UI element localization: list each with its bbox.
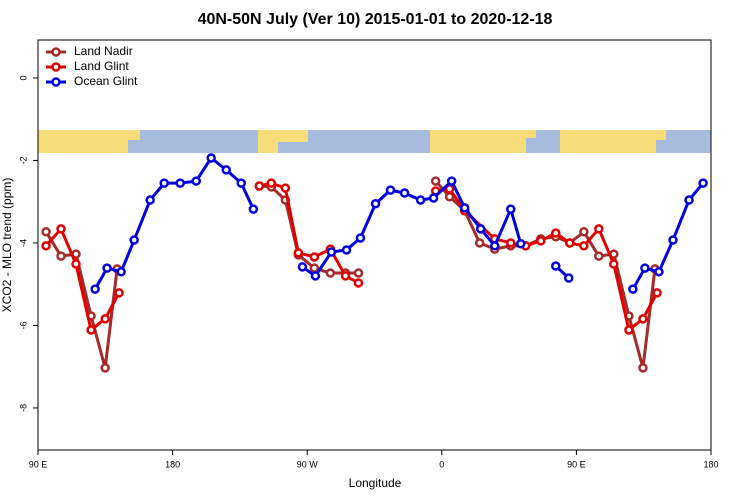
data-point [370, 199, 381, 209]
data-point [341, 245, 352, 255]
data-point [71, 259, 81, 269]
data-point [640, 263, 650, 273]
data-point [145, 195, 155, 205]
data-point [254, 181, 265, 191]
data-point [280, 183, 291, 193]
legend-label: Land Nadir [74, 44, 133, 58]
data-point [293, 248, 304, 258]
data-point [428, 193, 439, 203]
data-point [505, 238, 516, 248]
data-point [353, 268, 364, 278]
x-tick-label: 90 E [29, 459, 48, 469]
data-point [326, 247, 337, 257]
data-point [266, 178, 277, 188]
data-point [489, 241, 500, 251]
x-tick-label: 90 W [297, 459, 319, 469]
data-point [236, 178, 246, 188]
data-point [474, 238, 485, 248]
data-point [536, 236, 546, 246]
data-point [86, 325, 96, 335]
data-point [638, 363, 648, 373]
data-point [56, 251, 66, 261]
data-point [340, 271, 351, 281]
data-point [102, 263, 112, 273]
x-tick-label: 90 E [567, 459, 586, 469]
chart-title: 40N-50N July (Ver 10) 2015-01-01 to 2020… [198, 11, 553, 28]
data-point [325, 268, 336, 278]
data-point [516, 239, 526, 249]
data-point [684, 195, 694, 205]
data-point [446, 176, 457, 186]
data-point [628, 284, 638, 294]
y-tick-label: -4 [18, 239, 28, 247]
data-point [41, 241, 51, 251]
data-point [353, 278, 364, 288]
data-point [159, 178, 169, 188]
data-point [90, 284, 100, 294]
data-point [100, 363, 110, 373]
data-point [116, 267, 126, 277]
data-point [385, 185, 396, 195]
data-point [564, 273, 574, 283]
data-point [399, 188, 410, 198]
data-point [310, 271, 321, 281]
legend-marker [51, 77, 61, 87]
legend-label: Land Glint [74, 59, 129, 73]
data-point [579, 227, 589, 237]
data-point [459, 203, 470, 213]
data-point [175, 178, 185, 188]
data-point [100, 314, 110, 324]
data-point [565, 238, 575, 248]
data-point [221, 165, 232, 175]
data-point [309, 263, 320, 273]
map-strip [38, 130, 711, 153]
data-point [594, 224, 604, 234]
data-point [444, 184, 455, 194]
legend-marker [51, 47, 61, 57]
data-point [654, 267, 664, 277]
data-point [355, 233, 366, 243]
x-tick-label: 180 [165, 459, 180, 469]
data-point [624, 325, 634, 335]
y-tick-label: -8 [18, 404, 28, 412]
data-point [415, 195, 426, 205]
data-point [551, 261, 561, 271]
data-point [206, 153, 216, 163]
x-tick-label: 0 [439, 459, 444, 469]
data-point [668, 235, 678, 245]
legend-label: Ocean Glint [74, 74, 138, 88]
series-line [93, 155, 705, 290]
y-tick-label: 0 [18, 75, 28, 80]
data-point [594, 251, 604, 261]
data-point [551, 228, 561, 238]
data-point [430, 176, 441, 186]
data-point [475, 224, 486, 234]
x-tick-label: 180 [703, 459, 718, 469]
data-point [41, 227, 51, 237]
data-point [129, 235, 139, 245]
plot-frame [37, 39, 712, 451]
data-point [609, 259, 619, 269]
data-point [248, 204, 259, 214]
series-line [44, 181, 659, 333]
data-point [698, 178, 708, 188]
data-point [505, 204, 516, 214]
data-point [652, 288, 662, 298]
data-point [638, 314, 648, 324]
data-point [297, 262, 308, 272]
data-point [56, 224, 66, 234]
x-axis-label: Longitude [349, 476, 402, 490]
legend-marker [51, 62, 61, 72]
data-point [309, 252, 320, 262]
y-axis-label: XCO2 - MLO trend (ppm) [0, 178, 14, 313]
data-point [114, 288, 124, 298]
data-point [579, 241, 589, 251]
y-tick-label: -2 [18, 156, 28, 164]
y-tick-label: -6 [18, 321, 28, 329]
data-point [191, 176, 201, 186]
